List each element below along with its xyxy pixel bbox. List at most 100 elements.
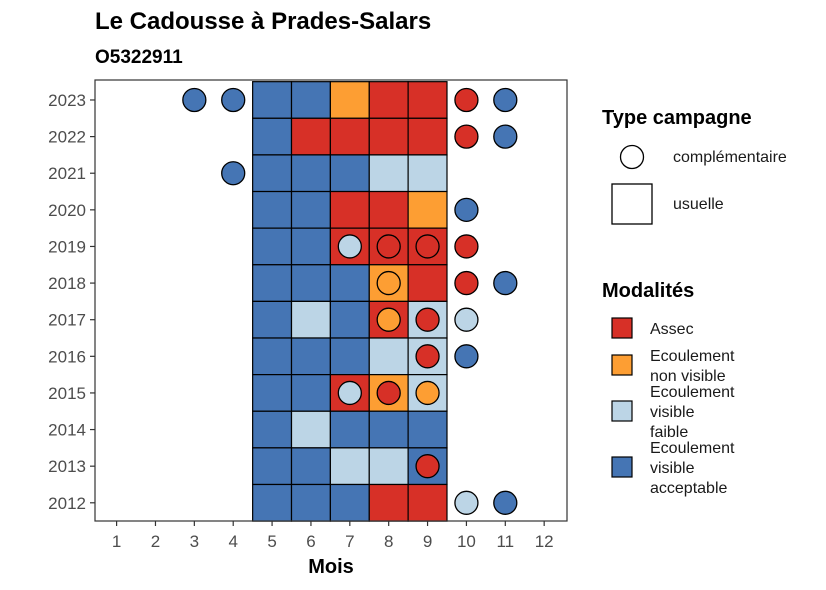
chart-title: Le Cadousse à Prades-Salars bbox=[95, 8, 431, 35]
x-tick-label: 5 bbox=[267, 532, 276, 551]
legend-swatch-3 bbox=[611, 456, 633, 478]
tile-2020-7 bbox=[329, 190, 370, 229]
tile-2018-5 bbox=[252, 264, 293, 302]
legend-swatch-0 bbox=[611, 317, 633, 339]
point-2012-11 bbox=[493, 490, 518, 515]
point-2022-10 bbox=[454, 124, 479, 149]
point-2021-4 bbox=[221, 161, 246, 186]
tile-2022-8 bbox=[368, 117, 409, 156]
x-tick-label: 8 bbox=[384, 532, 393, 551]
y-tick-label: 2020 bbox=[48, 201, 86, 220]
tile-2016-8 bbox=[368, 337, 409, 376]
point-2017-9 bbox=[415, 307, 440, 332]
point-2018-10 bbox=[454, 270, 479, 296]
y-tick-label: 2021 bbox=[48, 164, 86, 183]
point-2015-7 bbox=[337, 380, 362, 406]
y-tick-label: 2022 bbox=[48, 128, 86, 147]
point-2016-10 bbox=[454, 344, 479, 369]
tile-2023-6 bbox=[290, 81, 331, 119]
tile-2017-7 bbox=[329, 300, 370, 339]
tile-2012-6 bbox=[290, 483, 331, 522]
legend-swatch-2 bbox=[611, 400, 633, 422]
tile-2019-5 bbox=[252, 227, 293, 266]
tile-2012-9 bbox=[407, 483, 448, 522]
tile-2023-8 bbox=[368, 81, 409, 119]
x-tick-label: 9 bbox=[423, 532, 432, 551]
legend-label-complementaire: complémentaire bbox=[673, 149, 787, 166]
x-tick-label: 2 bbox=[151, 532, 160, 551]
x-tick-label: 10 bbox=[457, 532, 476, 551]
tile-2016-7 bbox=[329, 337, 370, 376]
tile-2018-9 bbox=[407, 264, 448, 302]
tile-2015-6 bbox=[290, 374, 331, 412]
legend-label-2-2: faible bbox=[650, 424, 688, 441]
y-tick-label: 2015 bbox=[48, 384, 86, 403]
point-2022-11 bbox=[493, 124, 518, 149]
tile-2022-7 bbox=[329, 117, 370, 156]
point-2017-10 bbox=[454, 307, 479, 332]
point-2015-9 bbox=[415, 380, 440, 406]
legend-fill-title: Modalités bbox=[602, 280, 694, 302]
tile-2014-5 bbox=[252, 410, 293, 449]
x-axis: 1 2 3 4 5 6 7 8 9 10 11 12 bbox=[112, 521, 554, 551]
legend-label-3-2: acceptable bbox=[650, 480, 727, 497]
point-2017-8 bbox=[376, 307, 401, 332]
y-tick-label: 2017 bbox=[48, 311, 86, 330]
panel-border bbox=[94, 79, 568, 522]
tile-2022-6 bbox=[290, 117, 331, 156]
point-2015-8 bbox=[376, 380, 401, 406]
legend-label-3-0: Ecoulement bbox=[650, 440, 735, 457]
tile-2021-7 bbox=[329, 154, 370, 193]
tile-2014-8 bbox=[368, 410, 409, 449]
y-tick-label: 2023 bbox=[48, 91, 86, 110]
x-tick-label: 4 bbox=[228, 532, 237, 551]
y-tick-label: 2014 bbox=[48, 421, 86, 440]
legend-key-circle bbox=[619, 144, 645, 170]
x-tick-label: 12 bbox=[535, 532, 554, 551]
tile-2021-5 bbox=[252, 154, 293, 193]
x-tick-label: 1 bbox=[112, 532, 121, 551]
tile-2022-5 bbox=[252, 117, 293, 156]
legend-label-usuelle: usuelle bbox=[673, 196, 724, 213]
x-tick-label: 3 bbox=[190, 532, 199, 551]
tile-2013-7 bbox=[329, 447, 370, 486]
legend-label-0-0: Assec bbox=[650, 321, 694, 338]
y-tick-label: 2013 bbox=[48, 457, 86, 476]
legend: Type campagne Modalités complémentaire us… bbox=[602, 107, 787, 497]
x-tick-label: 7 bbox=[345, 532, 354, 551]
point-2013-9 bbox=[415, 454, 440, 479]
point-2019-10 bbox=[454, 234, 479, 259]
legend-label-1-0: Ecoulement bbox=[650, 348, 735, 365]
tile-2019-6 bbox=[290, 227, 331, 266]
point-2018-11 bbox=[493, 270, 518, 296]
point-2019-7 bbox=[337, 234, 362, 259]
tile-2018-7 bbox=[329, 264, 370, 302]
legend-key-square bbox=[611, 183, 653, 225]
tile-2020-9 bbox=[407, 190, 448, 229]
point-2023-4 bbox=[221, 87, 246, 113]
tile-2021-6 bbox=[290, 154, 331, 193]
x-tick-label: 11 bbox=[496, 532, 514, 551]
point-2023-3 bbox=[182, 87, 207, 113]
legend-label-2-1: visible bbox=[650, 404, 695, 421]
tile-2014-6 bbox=[290, 410, 331, 449]
point-2019-8 bbox=[376, 234, 401, 259]
tile-2012-5 bbox=[252, 483, 293, 522]
tile-2017-6 bbox=[290, 300, 331, 339]
tile-2017-5 bbox=[252, 300, 293, 339]
tile-2020-5 bbox=[252, 190, 293, 229]
y-tick-label: 2012 bbox=[48, 494, 86, 513]
point-2023-10 bbox=[454, 87, 479, 113]
plot-panel bbox=[94, 79, 568, 522]
tile-2022-9 bbox=[407, 117, 448, 156]
legend-label-2-0: Ecoulement bbox=[650, 384, 735, 401]
point-2018-8 bbox=[376, 270, 401, 296]
tile-2014-9 bbox=[407, 410, 448, 449]
tile-2018-6 bbox=[290, 264, 331, 302]
legend-label-3-1: visible bbox=[650, 460, 695, 477]
point-2020-10 bbox=[454, 197, 479, 222]
tile-2014-7 bbox=[329, 410, 370, 449]
point-2023-11 bbox=[493, 87, 518, 113]
tile-2023-5 bbox=[252, 81, 293, 119]
